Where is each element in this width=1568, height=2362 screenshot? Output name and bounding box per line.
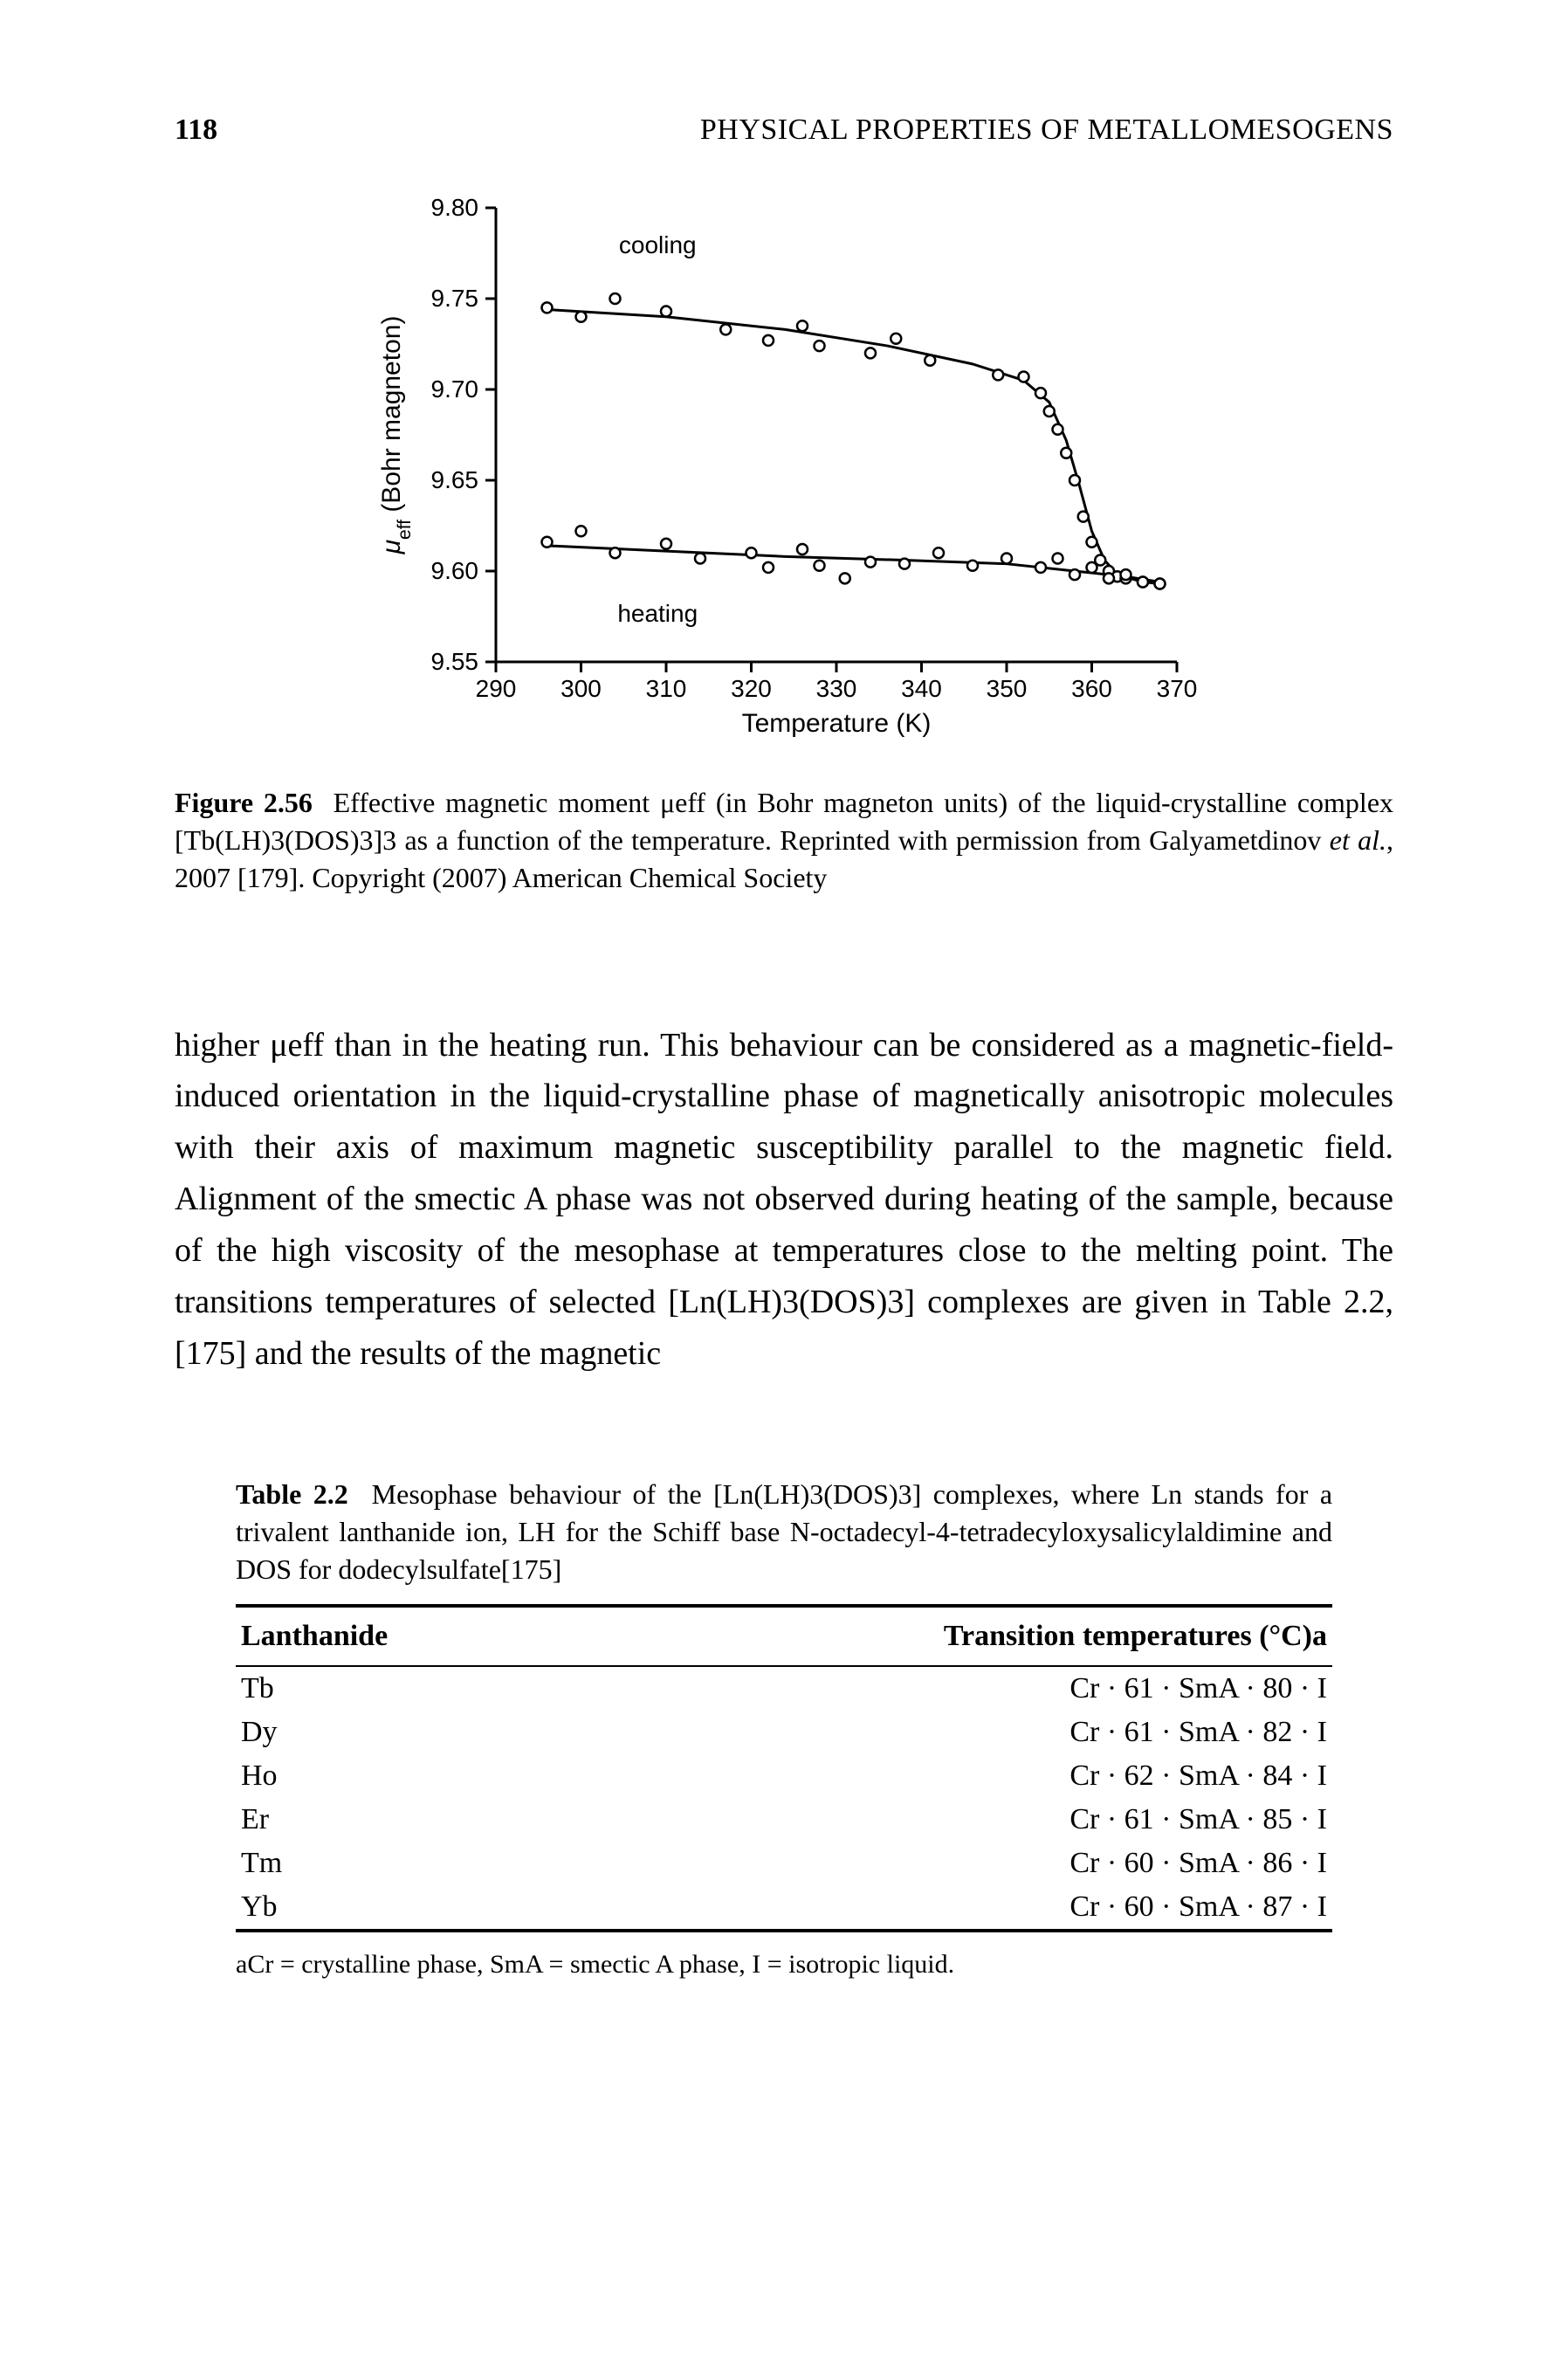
svg-text:340: 340 [901, 675, 942, 702]
svg-text:μeff (Bohr magneton): μeff (Bohr magneton) [377, 316, 415, 555]
table-row: TbCr · 61 · SmA · 80 · I [236, 1666, 1332, 1711]
svg-text:360: 360 [1071, 675, 1112, 702]
col-header-transitions: Transition temperatures (°C)a [548, 1606, 1332, 1666]
table-label: Table 2.2 [236, 1478, 348, 1510]
figure-caption-etal: et al. [1330, 824, 1386, 856]
figure-label: Figure 2.56 [175, 787, 313, 818]
cell-transitions: Cr · 60 · SmA · 87 · I [548, 1885, 1332, 1931]
table-row: HoCr · 62 · SmA · 84 · I [236, 1754, 1332, 1798]
figure-caption-text-a: Effective magnetic moment μeff (in Bohr … [175, 787, 1393, 856]
page-number: 118 [175, 114, 217, 147]
svg-text:370: 370 [1157, 675, 1198, 702]
svg-text:9.55: 9.55 [431, 648, 479, 675]
table-caption: Table 2.2 Mesophase behaviour of the [Ln… [236, 1476, 1332, 1589]
table-caption-text: Mesophase behaviour of the [Ln(LH)3(DOS)… [236, 1478, 1332, 1585]
svg-text:300: 300 [560, 675, 602, 702]
running-title: PHYSICAL PROPERTIES OF METALLOMESOGENS [700, 114, 1393, 147]
cell-transitions: Cr · 60 · SmA · 86 · I [548, 1842, 1332, 1885]
svg-text:9.60: 9.60 [431, 557, 479, 584]
cell-lanthanide: Yb [236, 1885, 548, 1931]
cell-transitions: Cr · 61 · SmA · 82 · I [548, 1711, 1332, 1754]
col-header-lanthanide: Lanthanide [236, 1606, 548, 1666]
svg-text:310: 310 [646, 675, 687, 702]
cell-transitions: Cr · 61 · SmA · 80 · I [548, 1666, 1332, 1711]
table-row: TmCr · 60 · SmA · 86 · I [236, 1842, 1332, 1885]
svg-text:9.75: 9.75 [431, 285, 479, 312]
svg-text:320: 320 [731, 675, 772, 702]
svg-text:9.65: 9.65 [431, 466, 479, 493]
table-2-2: Table 2.2 Mesophase behaviour of the [Ln… [236, 1476, 1332, 1980]
data-table: Lanthanide Transition temperatures (°C)a… [236, 1604, 1332, 1932]
cell-lanthanide: Er [236, 1798, 548, 1842]
svg-text:heating: heating [617, 600, 698, 627]
cell-transitions: Cr · 61 · SmA · 85 · I [548, 1798, 1332, 1842]
cell-lanthanide: Tb [236, 1666, 548, 1711]
cell-lanthanide: Ho [236, 1754, 548, 1798]
table-row: ErCr · 61 · SmA · 85 · I [236, 1798, 1332, 1842]
figure-2-56: 290 300 310 320 330 340 350 360 370 9.55 9.60 9.65 9… [175, 182, 1393, 758]
body-paragraph: higher μeff than in the heating run. Thi… [175, 1020, 1393, 1380]
cell-lanthanide: Dy [236, 1711, 548, 1754]
svg-text:Temperature (K): Temperature (K) [742, 709, 932, 738]
running-head: 118 PHYSICAL PROPERTIES OF METALLOMESOGE… [175, 114, 1393, 147]
svg-text:350: 350 [987, 675, 1028, 702]
table-footnote: aCr = crystalline phase, SmA = smectic A… [236, 1950, 1332, 1980]
svg-text:330: 330 [816, 675, 857, 702]
figure-caption: Figure 2.56 Effective magnetic moment μe… [175, 784, 1393, 898]
svg-text:9.70: 9.70 [431, 375, 479, 403]
table-row: YbCr · 60 · SmA · 87 · I [236, 1885, 1332, 1931]
cell-transitions: Cr · 62 · SmA · 84 · I [548, 1754, 1332, 1798]
svg-text:290: 290 [476, 675, 517, 702]
svg-text:9.80: 9.80 [431, 194, 479, 221]
svg-text:cooling: cooling [619, 231, 697, 258]
chart-svg: 290 300 310 320 330 340 350 360 370 9.55 9.60 9.65 9… [347, 182, 1221, 758]
table-row: DyCr · 61 · SmA · 82 · I [236, 1711, 1332, 1754]
cell-lanthanide: Tm [236, 1842, 548, 1885]
